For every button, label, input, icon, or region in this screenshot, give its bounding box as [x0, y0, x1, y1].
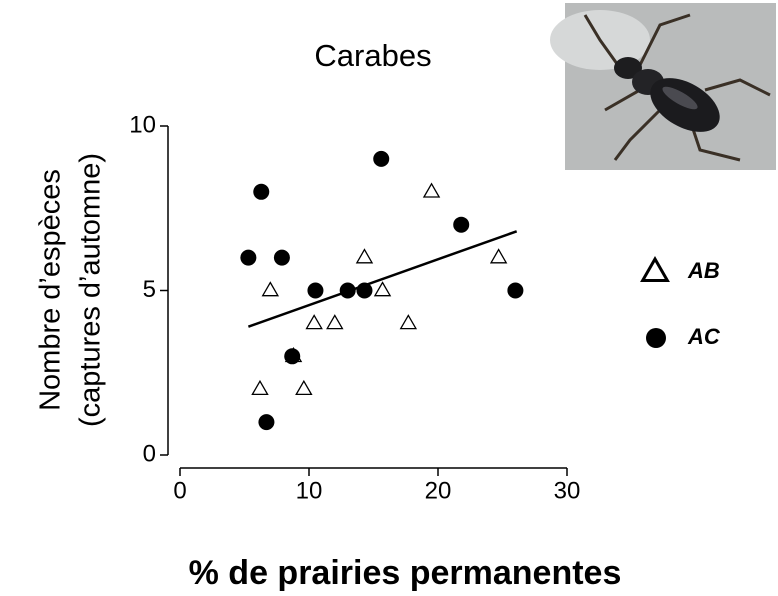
point — [284, 348, 301, 365]
y-tick-label: 5 — [143, 276, 156, 303]
point — [356, 282, 373, 299]
y-tick-label: 0 — [143, 440, 156, 467]
point — [339, 282, 356, 299]
point — [399, 314, 418, 330]
x-tick-label: 30 — [554, 477, 581, 504]
x-tick-label: 10 — [296, 477, 323, 504]
point — [326, 314, 344, 330]
point — [355, 248, 374, 264]
chart-title: Carabes — [314, 38, 431, 73]
point — [253, 183, 270, 200]
point — [295, 379, 313, 396]
x-axis-label: % de prairies permanentes — [189, 554, 622, 591]
point — [422, 182, 441, 198]
point — [307, 282, 324, 299]
point — [261, 281, 280, 297]
y-axis-label: (captures d’automne) — [75, 153, 107, 427]
y-axis-label: Nombre d’espèces — [35, 169, 67, 411]
beetle-photo — [550, 3, 776, 170]
point — [258, 414, 275, 431]
point — [305, 314, 323, 330]
point — [273, 249, 290, 266]
legend-marker — [640, 255, 670, 282]
point — [489, 248, 508, 264]
legend-label: AC — [687, 324, 721, 349]
point — [240, 249, 257, 266]
point — [251, 379, 269, 396]
legend-marker — [646, 328, 666, 348]
point — [373, 281, 392, 297]
legend-label: AB — [687, 258, 720, 283]
point — [507, 282, 524, 299]
y-tick-label: 10 — [129, 111, 156, 138]
trend-line — [247, 230, 518, 328]
point — [373, 150, 390, 167]
x-tick-label: 20 — [425, 477, 452, 504]
x-tick-label: 0 — [173, 477, 186, 504]
point — [453, 216, 470, 233]
